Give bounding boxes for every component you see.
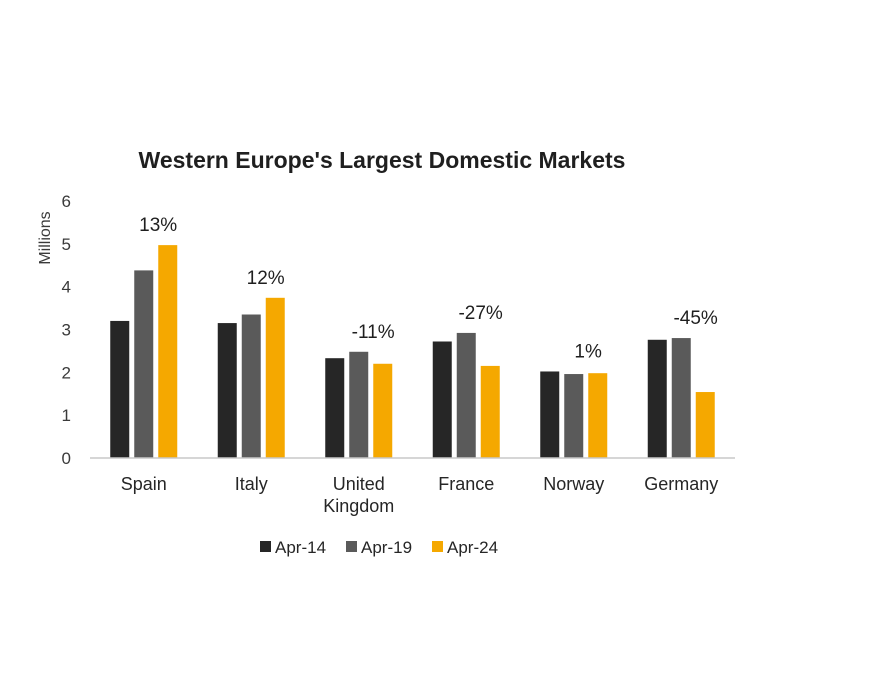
bar-apr-24-united-kingdom [373, 363, 393, 458]
bar-apr-19-united-kingdom [349, 351, 369, 458]
bar-apr-24-norway [588, 373, 608, 458]
bar-apr-24-spain [158, 245, 178, 458]
legend: Apr-14 Apr-19 Apr-24 [260, 538, 498, 557]
y-axis-ticks: 0 1 2 3 4 5 6 [62, 192, 71, 468]
change-label: 12% [247, 268, 285, 289]
bar-apr-19-norway [564, 374, 584, 458]
category-label: Italy [235, 474, 268, 494]
legend-label: Apr-14 [275, 538, 326, 557]
category-labels: Spain Italy United Kingdom France Norway Germa… [121, 474, 719, 516]
bar-apr-24-italy [265, 297, 285, 458]
bar-apr-14-france [432, 341, 452, 458]
bars [110, 245, 715, 458]
legend-swatch [260, 541, 271, 552]
change-label: 13% [139, 215, 177, 236]
category-label: France [438, 474, 494, 494]
change-label: -27% [458, 303, 502, 324]
legend-label: Apr-19 [361, 538, 412, 557]
legend-swatch [432, 541, 443, 552]
y-tick-label: 2 [62, 363, 71, 382]
chart-title: Western Europe's Largest Domestic Market… [139, 147, 626, 173]
change-label: 1% [574, 341, 602, 362]
y-tick-label: 4 [62, 278, 71, 297]
y-tick-label: 6 [62, 192, 71, 211]
category-label: Germany [644, 474, 718, 494]
y-tick-label: 3 [62, 321, 71, 340]
bar-apr-19-france [456, 332, 476, 458]
y-tick-label: 1 [62, 406, 71, 425]
bar-apr-14-germany [647, 339, 667, 458]
bar-apr-14-italy [217, 323, 237, 458]
bar-apr-24-germany [695, 392, 715, 458]
bar-apr-24-france [480, 365, 500, 458]
change-label: -11% [352, 322, 395, 343]
change-label: -45% [673, 308, 717, 329]
bar-apr-14-spain [110, 320, 130, 458]
y-tick-label: 5 [62, 235, 71, 254]
y-tick-label: 0 [62, 449, 71, 468]
y-axis-label: Millions [37, 211, 54, 264]
category-label: Norway [543, 474, 604, 494]
bar-apr-14-united-kingdom [325, 358, 345, 458]
legend-swatch [346, 541, 357, 552]
bar-apr-14-norway [540, 371, 560, 458]
change-labels: 13% 12% -11% -27% 1% -45% [139, 215, 718, 362]
category-label: United Kingdom [323, 474, 394, 516]
bar-apr-19-germany [671, 338, 691, 458]
category-label: Spain [121, 474, 167, 494]
bar-apr-19-spain [134, 270, 154, 458]
bar-apr-19-italy [241, 314, 261, 458]
legend-label: Apr-24 [447, 538, 498, 557]
